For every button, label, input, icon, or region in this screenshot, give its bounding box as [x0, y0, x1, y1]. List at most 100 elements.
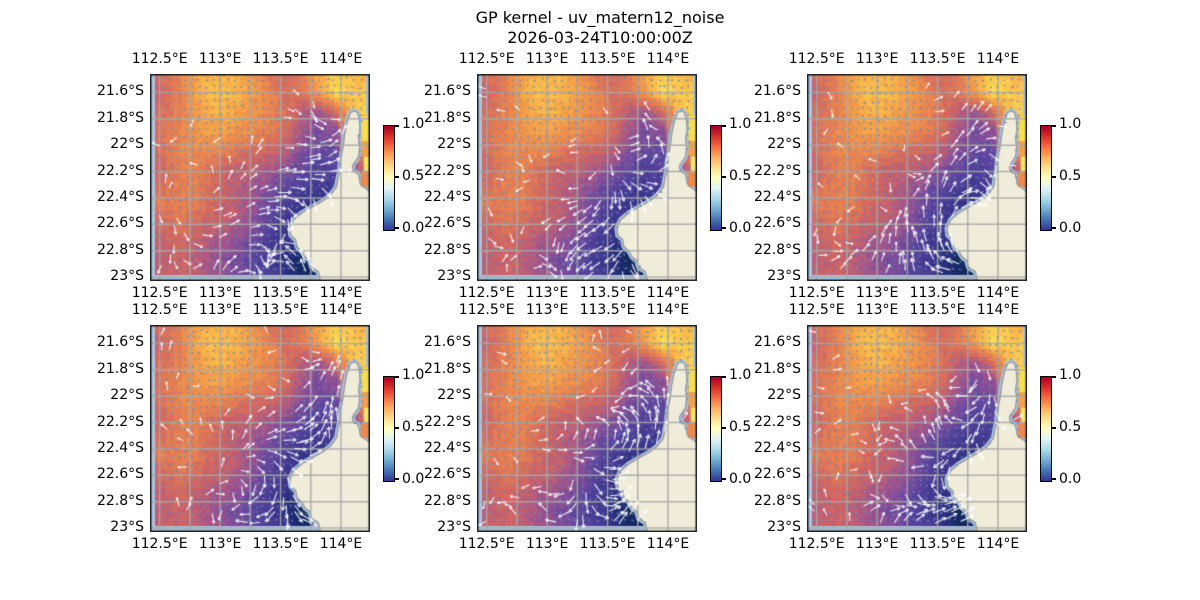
- y-tick-label: 23°S: [437, 268, 471, 285]
- colorbar-tick-mark: [1052, 376, 1056, 378]
- colorbar-tick-label: 0.5: [1059, 168, 1082, 184]
- colorbar-panel-r1-c1: [383, 125, 395, 231]
- x-tick-label: 113.5°E: [252, 302, 309, 318]
- colorbar-panel-r1-c3: [1040, 125, 1052, 231]
- x-tick-label: 112.5°E: [458, 285, 515, 301]
- y-tick-label: 22°S: [110, 136, 144, 153]
- y-tick-label: 22.4°S: [753, 439, 801, 456]
- colorbar-tick-mark: [722, 227, 726, 229]
- x-tick-label: 113.5°E: [252, 285, 309, 301]
- y-tick-label: 22.8°S: [423, 492, 471, 509]
- x-tick-label: 113°E: [198, 285, 242, 301]
- y-tick-label: 22.4°S: [96, 188, 144, 205]
- x-tick-label: 113.5°E: [909, 285, 966, 301]
- colorbar-tick-label: 0.0: [729, 471, 752, 487]
- colorbar-tick-label: 0.5: [729, 419, 752, 435]
- y-tick-label: 22.6°S: [96, 215, 144, 232]
- y-tick-label: 21.8°S: [423, 109, 471, 126]
- y-tick-label: 23°S: [767, 519, 801, 536]
- colorbar-panel-r2-c1: [383, 376, 395, 482]
- x-tick-label: 113°E: [525, 302, 569, 318]
- colorbar-tick-mark: [722, 478, 726, 480]
- y-tick-label: 21.8°S: [96, 360, 144, 377]
- colorbar-tick-mark: [1052, 427, 1056, 429]
- x-tick-label: 113.5°E: [579, 51, 636, 67]
- y-tick-label: 21.6°S: [423, 334, 471, 351]
- y-tick-label: 22.2°S: [96, 162, 144, 179]
- x-tick-label: 114°E: [976, 51, 1020, 67]
- map-panel-r2-c2: [477, 325, 697, 532]
- y-tick-label: 22.6°S: [96, 466, 144, 483]
- x-tick-label: 112.5°E: [458, 51, 515, 67]
- colorbar-tick-mark: [722, 376, 726, 378]
- y-tick-label: 21.6°S: [753, 334, 801, 351]
- x-tick-label: 112.5°E: [458, 302, 515, 318]
- colorbar-tick-label: 1.0: [729, 367, 752, 383]
- x-tick-label: 113°E: [198, 536, 242, 552]
- x-tick-label: 112.5°E: [788, 536, 845, 552]
- x-tick-label: 114°E: [646, 51, 690, 67]
- x-tick-label: 114°E: [319, 302, 363, 318]
- colorbar-tick-mark: [395, 478, 399, 480]
- x-tick-label: 114°E: [319, 51, 363, 67]
- x-tick-label: 113.5°E: [909, 536, 966, 552]
- y-tick-label: 22.2°S: [423, 413, 471, 430]
- x-tick-label: 113°E: [525, 285, 569, 301]
- x-tick-label: 114°E: [976, 285, 1020, 301]
- x-tick-label: 113.5°E: [579, 302, 636, 318]
- colorbar-panel-r2-c3: [1040, 376, 1052, 482]
- map-panel-r2-c1: [150, 325, 370, 532]
- y-tick-label: 21.6°S: [753, 83, 801, 100]
- colorbar-tick-mark: [395, 176, 399, 178]
- colorbar-tick-label: 0.0: [402, 471, 425, 487]
- x-tick-label: 112.5°E: [131, 51, 188, 67]
- colorbar-tick-label: 0.5: [402, 168, 425, 184]
- y-tick-label: 22.2°S: [96, 413, 144, 430]
- figure-subtitle: 2026-03-24T10:00:00Z: [507, 28, 693, 47]
- y-tick-label: 23°S: [110, 268, 144, 285]
- x-tick-label: 112.5°E: [458, 536, 515, 552]
- colorbar-tick-label: 0.5: [1059, 419, 1082, 435]
- y-tick-label: 22°S: [437, 136, 471, 153]
- colorbar-tick-mark: [395, 125, 399, 127]
- colorbar-tick-mark: [395, 427, 399, 429]
- colorbar-tick-mark: [1052, 125, 1056, 127]
- y-tick-label: 21.6°S: [423, 83, 471, 100]
- colorbar-tick-label: 0.0: [1059, 220, 1082, 236]
- x-tick-label: 114°E: [976, 302, 1020, 318]
- colorbar-tick-label: 0.5: [402, 419, 425, 435]
- map-panel-r2-c3: [807, 325, 1027, 532]
- x-tick-label: 112.5°E: [131, 285, 188, 301]
- x-tick-label: 114°E: [319, 285, 363, 301]
- x-tick-label: 113°E: [525, 536, 569, 552]
- colorbar-tick-label: 1.0: [402, 367, 425, 383]
- colorbar-tick-label: 0.0: [1059, 471, 1082, 487]
- figure-title: GP kernel - uv_matern12_noise: [475, 8, 725, 27]
- y-tick-label: 22°S: [767, 387, 801, 404]
- y-tick-label: 22.8°S: [96, 241, 144, 258]
- y-tick-label: 22.4°S: [423, 439, 471, 456]
- y-tick-label: 22.2°S: [423, 162, 471, 179]
- y-tick-label: 22.6°S: [753, 466, 801, 483]
- y-tick-label: 22°S: [767, 136, 801, 153]
- colorbar-tick-mark: [1052, 227, 1056, 229]
- y-tick-label: 21.8°S: [753, 360, 801, 377]
- x-tick-label: 114°E: [319, 536, 363, 552]
- colorbar-tick-mark: [722, 176, 726, 178]
- y-tick-label: 22.8°S: [753, 241, 801, 258]
- x-tick-label: 114°E: [646, 302, 690, 318]
- y-tick-label: 22.2°S: [753, 162, 801, 179]
- x-tick-label: 112.5°E: [131, 302, 188, 318]
- x-tick-label: 113.5°E: [909, 302, 966, 318]
- map-panel-r1-c1: [150, 74, 370, 281]
- y-tick-label: 22.6°S: [423, 466, 471, 483]
- x-tick-label: 113.5°E: [909, 51, 966, 67]
- y-tick-label: 22.8°S: [753, 492, 801, 509]
- colorbar-tick-mark: [395, 376, 399, 378]
- x-tick-label: 113°E: [525, 51, 569, 67]
- colorbar-tick-mark: [395, 227, 399, 229]
- x-tick-label: 114°E: [646, 285, 690, 301]
- x-tick-label: 112.5°E: [788, 285, 845, 301]
- x-tick-label: 113°E: [198, 302, 242, 318]
- x-tick-label: 113°E: [855, 536, 899, 552]
